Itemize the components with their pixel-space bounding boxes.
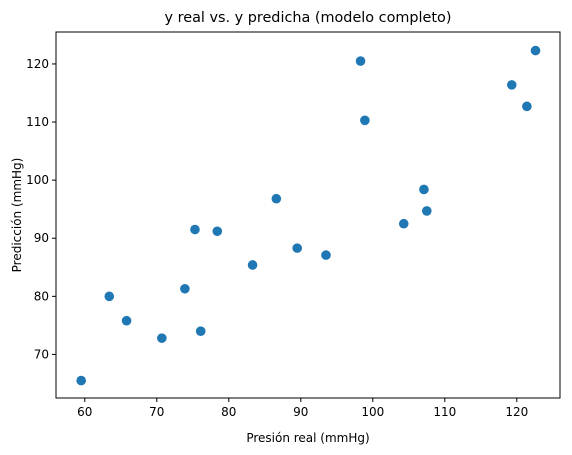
- y-axis-ticks: 70 80 90 100 110 120: [26, 57, 56, 361]
- data-point: [522, 101, 532, 112]
- data-point: [422, 206, 432, 216]
- data-point: [180, 283, 190, 294]
- y-tick-label: 80: [34, 289, 49, 303]
- y-tick-label: 100: [26, 173, 49, 187]
- data-point: [506, 80, 517, 90]
- x-tick-label: 80: [221, 405, 236, 419]
- x-tick-label: 110: [433, 405, 456, 419]
- x-axis-ticks: 60 70 80 90 100 110 120: [77, 398, 528, 419]
- data-point: [195, 326, 206, 336]
- y-tick-label: 70: [34, 347, 49, 361]
- data-point: [247, 260, 258, 270]
- data-point: [398, 218, 409, 229]
- y-tick-label: 90: [34, 231, 49, 245]
- x-tick-label: 70: [149, 405, 164, 419]
- y-axis-label: Predicción (mmHg): [10, 158, 24, 273]
- data-point: [190, 224, 200, 235]
- data-point: [271, 193, 282, 204]
- x-tick-label: 90: [293, 405, 308, 419]
- data-point: [104, 291, 115, 302]
- y-tick-label: 120: [26, 57, 49, 71]
- y-tick-label: 110: [26, 115, 49, 129]
- data-point: [121, 315, 132, 326]
- data-point: [321, 250, 331, 260]
- data-point: [360, 115, 370, 126]
- chart-title: y real vs. y predicha (modelo completo): [165, 10, 452, 26]
- x-tick-label: 60: [77, 405, 92, 419]
- data-point: [419, 184, 429, 195]
- data-point: [355, 56, 366, 66]
- x-tick-label: 100: [361, 405, 384, 419]
- data-point: [212, 226, 223, 237]
- data-point: [157, 333, 167, 343]
- x-axis-label: Presión real (mmHg): [246, 431, 369, 445]
- plot-frame: [55, 31, 561, 399]
- x-tick-label: 120: [505, 405, 528, 419]
- data-point: [76, 375, 86, 386]
- data-point: [292, 243, 303, 253]
- data-point: [530, 45, 541, 56]
- data-points: [76, 45, 541, 386]
